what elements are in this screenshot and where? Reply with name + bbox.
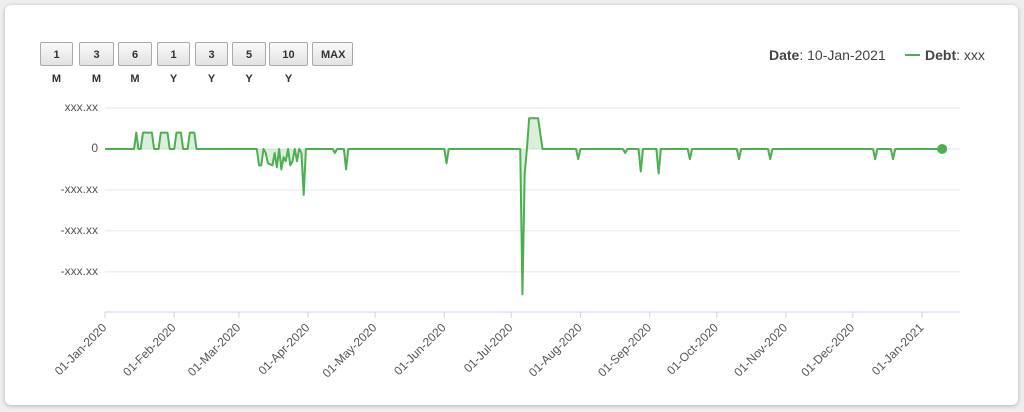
date-value: : 10-Jan-2021 <box>799 47 886 63</box>
x-tick-label: 01-Dec-2020 <box>798 320 857 379</box>
hover-marker <box>937 143 948 154</box>
x-tick-label: 01-Apr-2020 <box>255 320 312 377</box>
legend-entry: Debt: xxx <box>925 47 985 63</box>
range-button[interactable]: 1 M <box>40 42 73 85</box>
y-tick-label: xxx.xx <box>65 100 98 114</box>
range-button[interactable]: 3 M <box>79 42 114 85</box>
date-label: Date <box>769 47 800 63</box>
y-tick-label: -xxx.xx <box>61 182 98 196</box>
range-button[interactable]: 6 M <box>118 42 152 85</box>
chart-card <box>5 5 1018 405</box>
legend-value: : xxx <box>956 47 985 63</box>
data-line <box>105 117 943 296</box>
y-tick-label: -xxx.xx <box>61 223 98 237</box>
x-tick-label: 01-May-2020 <box>320 320 380 380</box>
range-button[interactable]: 1 Y <box>157 42 190 85</box>
x-tick-label: 01-Mar-2020 <box>185 320 244 379</box>
x-tick-label: 01-Jan-2020 <box>52 320 110 378</box>
range-button[interactable]: MAX <box>312 42 353 66</box>
legend-name: Debt <box>925 47 956 63</box>
x-tick-label: 01-Oct-2020 <box>664 320 721 377</box>
y-tick-label: 0 <box>91 141 98 155</box>
range-button[interactable]: 5 Y <box>232 42 266 85</box>
legend-date: Date: 10-Jan-2021 <box>769 47 886 63</box>
x-tick-label: 01-Aug-2020 <box>526 320 585 379</box>
x-tick-label: 01-Sep-2020 <box>595 320 654 379</box>
y-tick-label: -xxx.xx <box>61 264 98 278</box>
x-tick-label: 01-Nov-2020 <box>731 320 790 379</box>
range-button[interactable]: 3 Y <box>195 42 228 85</box>
range-button[interactable]: 10 Y <box>269 42 308 85</box>
x-tick-label: 01-Jul-2020 <box>461 320 516 375</box>
x-tick-label: 01-Feb-2020 <box>120 320 179 379</box>
x-tick-label: 01-Jan-2021 <box>869 320 927 378</box>
x-tick-label: 01-Jun-2020 <box>391 320 449 378</box>
